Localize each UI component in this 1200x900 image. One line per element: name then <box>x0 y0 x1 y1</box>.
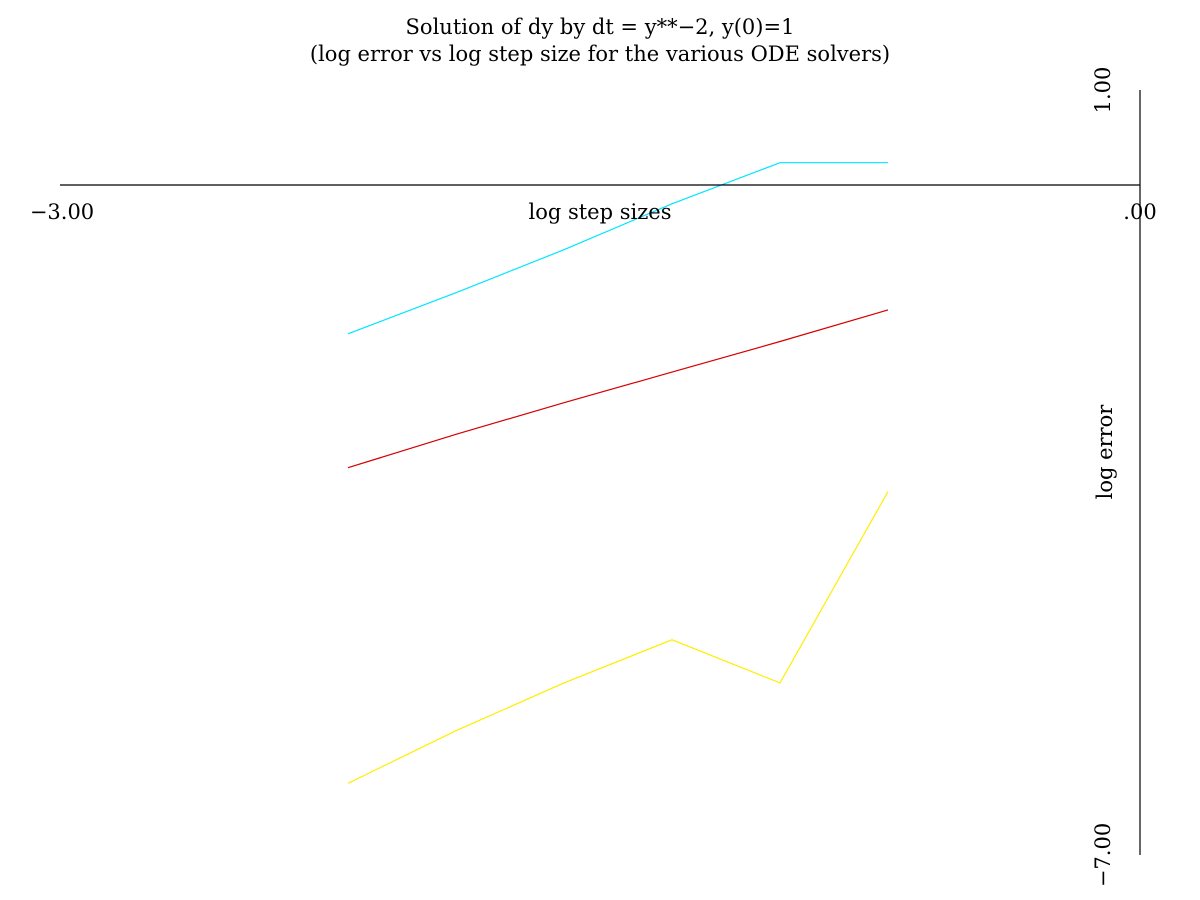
y-tick-label-min: −7.00 <box>1091 823 1115 887</box>
series-group <box>347 162 889 784</box>
series-line-1 <box>347 162 888 335</box>
x-tick-label-max: .00 <box>1123 200 1156 224</box>
y-axis-label: log error <box>1093 404 1117 500</box>
chart-subtitle: (log error vs log step size for the vari… <box>310 42 890 66</box>
x-tick-label-min: −3.00 <box>30 200 94 224</box>
chart-title: Solution of dy by dt = y**−2, y(0)=1 <box>406 15 795 39</box>
series-line-2 <box>347 309 889 469</box>
x-axis-label: log step sizes <box>528 200 671 224</box>
series-line-3 <box>347 491 889 784</box>
y-tick-label-max: 1.00 <box>1091 67 1115 114</box>
